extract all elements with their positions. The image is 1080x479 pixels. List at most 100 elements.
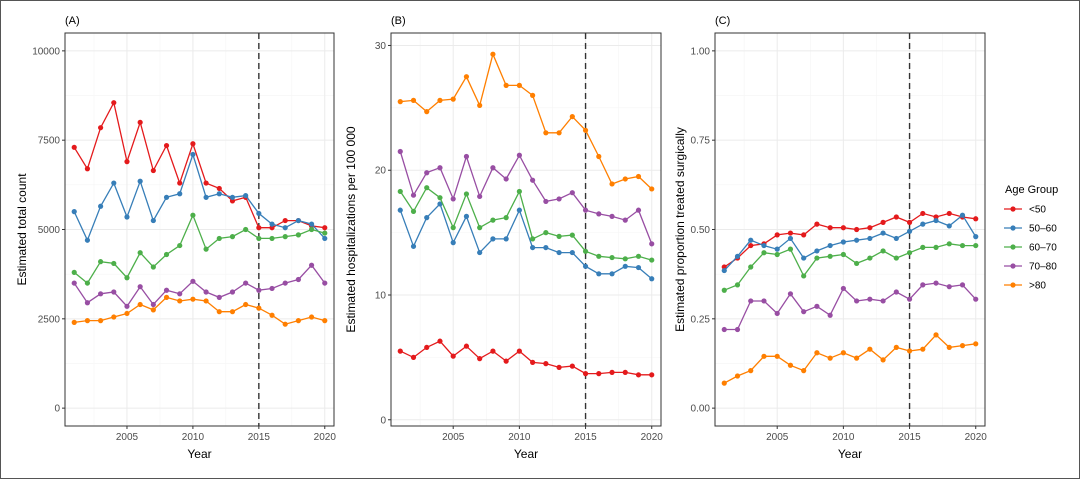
data-point — [137, 119, 143, 125]
data-point — [635, 253, 642, 259]
data-point — [477, 356, 483, 362]
data-point — [543, 130, 549, 136]
data-point — [190, 212, 196, 218]
data-point — [946, 344, 952, 350]
legend-label: <50 — [1029, 205, 1046, 216]
data-point — [163, 251, 170, 258]
data-point — [98, 203, 104, 209]
data-point — [867, 225, 873, 231]
y-tick-label: 10000 — [32, 46, 60, 57]
data-point — [814, 350, 820, 356]
data-point — [450, 353, 456, 359]
data-point — [410, 208, 417, 215]
data-point — [582, 248, 589, 254]
data-point — [190, 151, 196, 158]
data-point — [530, 92, 536, 98]
data-point — [801, 368, 807, 374]
data-point — [397, 348, 403, 354]
data-point — [787, 291, 794, 297]
data-point — [787, 235, 794, 242]
data-point — [308, 226, 315, 233]
data-point — [973, 242, 979, 249]
series-0 — [71, 100, 328, 231]
data-point — [748, 264, 754, 270]
y-tick-label: 0.50 — [691, 225, 711, 236]
data-point — [269, 312, 275, 318]
data-point — [734, 282, 741, 288]
data-point — [774, 251, 780, 258]
data-point — [137, 284, 143, 290]
data-point — [295, 318, 301, 324]
data-point — [282, 217, 288, 224]
legend-key-point — [1010, 244, 1016, 250]
y-tick-label: 7500 — [38, 136, 61, 147]
data-point — [322, 230, 328, 236]
series-2 — [71, 212, 328, 286]
data-point — [503, 358, 509, 364]
y-tick-label: 0.75 — [691, 136, 711, 147]
data-point — [867, 235, 873, 242]
data-point — [450, 96, 456, 102]
data-point — [111, 180, 117, 186]
legend-item: 60–70 — [1004, 243, 1057, 254]
data-point — [721, 267, 727, 274]
data-point — [503, 215, 509, 221]
data-point — [322, 280, 328, 286]
data-point — [477, 193, 483, 200]
y-axis-title: Estimated proportion treated surgically — [673, 127, 687, 332]
data-point — [282, 321, 288, 327]
data-point — [569, 113, 575, 120]
series-2 — [397, 185, 655, 263]
data-point — [906, 348, 913, 354]
data-point — [410, 354, 417, 360]
data-point — [150, 264, 156, 270]
data-point — [463, 343, 470, 349]
data-point — [163, 142, 170, 149]
data-point — [437, 97, 443, 103]
data-point — [906, 228, 913, 234]
data-point — [150, 167, 156, 174]
data-point — [256, 235, 262, 242]
data-point — [734, 253, 741, 259]
data-point — [543, 230, 549, 236]
data-point — [569, 190, 575, 196]
data-point — [814, 303, 820, 309]
data-point — [98, 125, 104, 131]
data-point — [163, 287, 170, 293]
data-point — [98, 291, 104, 297]
data-point — [946, 210, 952, 217]
data-point — [137, 178, 143, 184]
data-point — [920, 346, 926, 352]
data-point — [490, 51, 496, 57]
data-point — [774, 310, 780, 317]
data-point — [229, 309, 236, 315]
data-point — [596, 253, 602, 259]
y-tick-label: 5000 — [38, 225, 61, 236]
data-point — [322, 235, 328, 242]
series-2 — [721, 241, 979, 293]
panel-2: 2005 2010 2015 2020 0 10 20 30 (B) Year Estimated … — [344, 15, 663, 461]
panel-label: (B) — [391, 15, 406, 27]
data-point — [880, 230, 886, 236]
data-point — [840, 225, 846, 231]
data-point — [216, 294, 222, 300]
y-tick-label: 2500 — [38, 314, 61, 325]
data-point — [216, 191, 222, 197]
x-tick-label: 2010 — [832, 432, 855, 443]
series-3 — [397, 148, 655, 247]
data-point — [801, 255, 807, 261]
x-tick-label: 2020 — [641, 432, 664, 443]
y-tick-label: 10 — [375, 291, 387, 302]
legend-item: >80 — [1004, 281, 1046, 292]
data-point — [203, 180, 209, 186]
data-point — [893, 235, 899, 242]
data-point — [582, 371, 589, 377]
data-point — [397, 148, 403, 155]
data-point — [71, 280, 77, 286]
data-point — [256, 210, 262, 217]
x-axis-title: Year — [187, 447, 211, 461]
panel-1: 2005 2010 2015 2020 0 2500 5000 7500 10000 (A) Yea… — [15, 15, 336, 461]
data-point — [137, 250, 143, 256]
data-point — [295, 276, 301, 283]
data-point — [111, 260, 117, 267]
